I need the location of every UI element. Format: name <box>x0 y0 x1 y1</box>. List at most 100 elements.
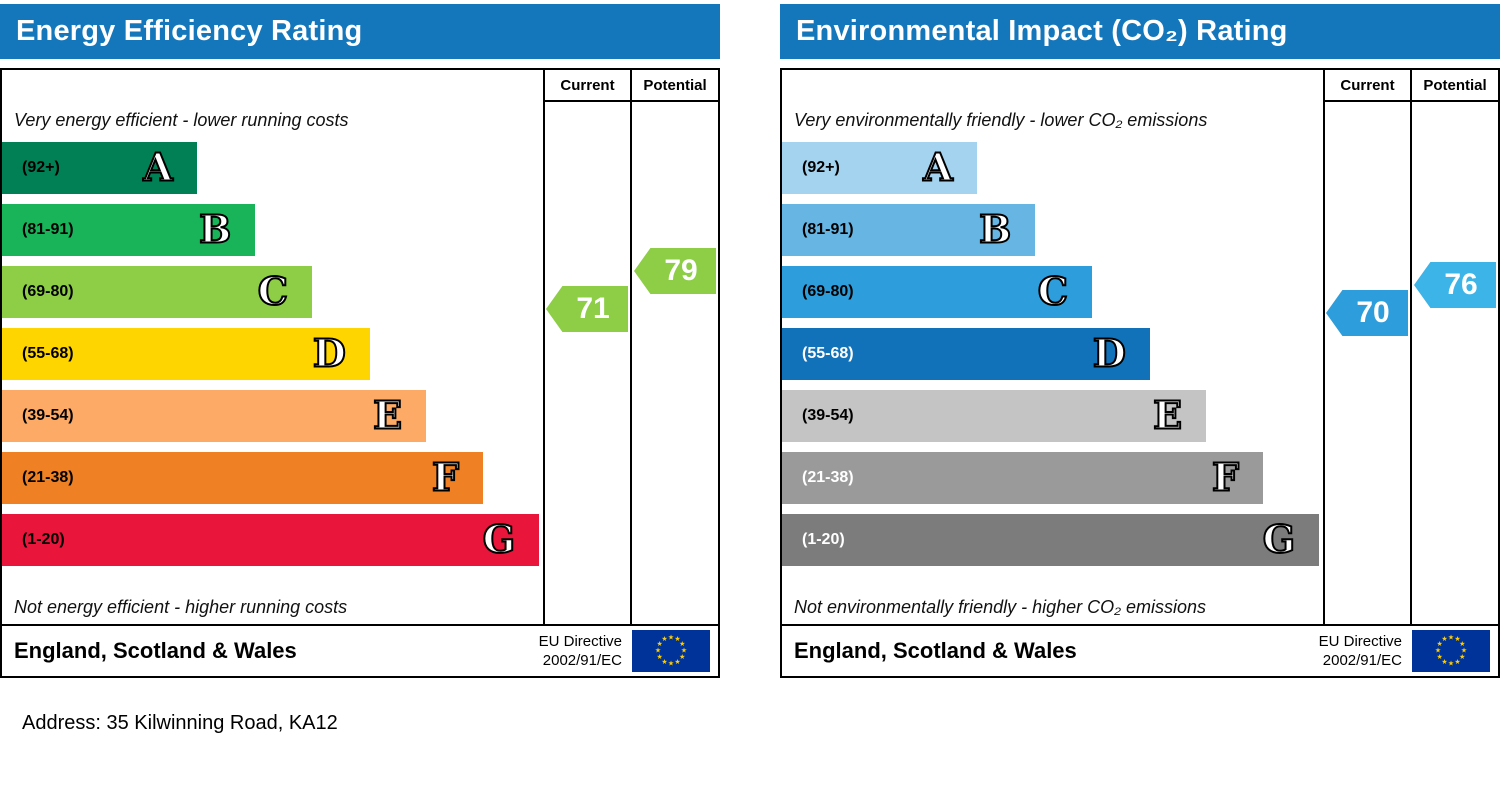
eu-directive-label: EU Directive 2002/91/EC <box>538 632 622 670</box>
rating-band-A: (92+) A <box>782 142 977 194</box>
region-label: England, Scotland & Wales <box>14 638 297 663</box>
svg-text:★: ★ <box>1441 658 1447 666</box>
eu-directive-label: EU Directive 2002/91/EC <box>1318 632 1402 670</box>
band-range-label: (39-54) <box>802 407 854 424</box>
band-range-label: (81-91) <box>22 221 74 238</box>
chart-footer: England, Scotland & Wales EU Directive 2… <box>782 624 1498 676</box>
current-column-header: Current <box>1325 70 1410 102</box>
band-range-label: (92+) <box>802 159 840 176</box>
svg-text:★: ★ <box>679 653 685 661</box>
band-range-label: (1-20) <box>22 531 65 548</box>
current-rating-arrow: 71 <box>546 286 628 332</box>
rating-bands: (92+) A (81-91) B (69-80) C (55-68) D (39-54) E (2… <box>782 142 1323 576</box>
bottom-caption: Not energy efficient - higher running co… <box>14 597 348 617</box>
potential-column-header: Potential <box>632 70 718 102</box>
rating-band-E: (39-54) E <box>2 390 427 442</box>
band-letter: G <box>482 516 516 563</box>
current-column-divider <box>1323 70 1325 624</box>
band-letter: B <box>978 206 1012 253</box>
chart-table: Current Potential Very environmentally f… <box>780 68 1500 678</box>
band-range-label: (21-38) <box>802 469 854 486</box>
svg-text:★: ★ <box>668 634 674 642</box>
band-range-label: (92+) <box>22 159 60 176</box>
svg-text:★: ★ <box>668 660 674 668</box>
current-column-header: Current <box>545 70 630 102</box>
band-range-label: (69-80) <box>802 283 854 300</box>
svg-text:★: ★ <box>1441 635 1447 643</box>
svg-text:★: ★ <box>1461 647 1467 655</box>
svg-text:★: ★ <box>1448 660 1454 668</box>
rating-band-C: (69-80) C <box>782 266 1092 318</box>
svg-text:★: ★ <box>1435 647 1441 655</box>
chart-title: Energy Efficiency Rating <box>16 15 363 47</box>
band-range-label: (39-54) <box>22 407 74 424</box>
band-letter: G <box>1262 516 1296 563</box>
epc-chart-energy-efficiency: Energy Efficiency Rating Current Potenti… <box>0 4 720 678</box>
eu-flag-icon: ★ ★★★★★★★★★★★ <box>1412 630 1490 672</box>
chart-footer: England, Scotland & Wales EU Directive 2… <box>2 624 718 676</box>
top-caption: Very energy efficient - lower running co… <box>14 110 349 130</box>
rating-band-A: (92+) A <box>2 142 197 194</box>
potential-column-divider <box>1410 70 1412 624</box>
band-letter: B <box>198 206 232 253</box>
svg-text:★: ★ <box>661 635 667 643</box>
svg-text:★: ★ <box>679 640 685 648</box>
rating-band-F: (21-38) F <box>782 452 1263 504</box>
rating-band-D: (55-68) D <box>2 328 370 380</box>
top-caption: Very environmentally friendly - lower CO… <box>794 110 1208 130</box>
band-range-label: (21-38) <box>22 469 74 486</box>
band-letter: C <box>257 268 289 315</box>
potential-column-header: Potential <box>1412 70 1498 102</box>
band-letter: D <box>312 330 347 377</box>
chart-title: Environmental Impact (CO₂) Rating <box>796 15 1288 47</box>
rating-band-D: (55-68) D <box>782 328 1150 380</box>
band-letter: A <box>142 144 174 191</box>
potential-column-divider <box>630 70 632 624</box>
rating-band-G: (1-20) G <box>782 514 1320 566</box>
rating-band-G: (1-20) G <box>2 514 540 566</box>
band-range-label: (81-91) <box>802 221 854 238</box>
svg-text:★: ★ <box>674 635 680 643</box>
address-line: Address: 35 Kilwinning Road, KA12 <box>22 712 338 734</box>
svg-text:★: ★ <box>1459 640 1465 648</box>
current-rating-arrow: 70 <box>1326 290 1408 336</box>
band-letter: A <box>922 144 954 191</box>
svg-text:★: ★ <box>681 647 687 655</box>
band-letter: E <box>1152 392 1183 439</box>
chart-title-bar: Environmental Impact (CO₂) Rating <box>780 4 1500 59</box>
svg-text:★: ★ <box>1437 640 1443 648</box>
rating-band-E: (39-54) E <box>782 390 1207 442</box>
svg-text:★: ★ <box>1459 653 1465 661</box>
bottom-caption: Not environmentally friendly - higher CO… <box>794 597 1207 617</box>
region-label: England, Scotland & Wales <box>794 638 1077 663</box>
eu-flag-icon: ★ ★★★★★★★★★★★ <box>632 630 710 672</box>
rating-band-C: (69-80) C <box>2 266 312 318</box>
svg-text:★: ★ <box>1454 658 1460 666</box>
rating-band-B: (81-91) B <box>2 204 256 256</box>
rating-band-B: (81-91) B <box>782 204 1036 256</box>
potential-rating-arrow: 79 <box>634 248 716 294</box>
epc-chart-environmental-impact: Environmental Impact (CO₂) Rating Curren… <box>780 4 1500 678</box>
band-range-label: (55-68) <box>802 345 854 362</box>
rating-band-F: (21-38) F <box>2 452 483 504</box>
chart-title-bar: Energy Efficiency Rating <box>0 4 720 59</box>
band-letter: C <box>1037 268 1069 315</box>
current-column-divider <box>543 70 545 624</box>
band-range-label: (55-68) <box>22 345 74 362</box>
charts-row: Energy Efficiency Rating Current Potenti… <box>0 4 1500 678</box>
rating-bands: (92+) A (81-91) B (69-80) C (55-68) D (39-54) E (2… <box>2 142 543 576</box>
band-letter: D <box>1092 330 1127 377</box>
svg-text:★: ★ <box>661 658 667 666</box>
svg-text:★: ★ <box>674 658 680 666</box>
band-range-label: (69-80) <box>22 283 74 300</box>
svg-text:★: ★ <box>1437 653 1443 661</box>
svg-text:★: ★ <box>1448 634 1454 642</box>
band-range-label: (1-20) <box>802 531 845 548</box>
svg-text:★: ★ <box>657 653 663 661</box>
svg-text:★: ★ <box>1454 635 1460 643</box>
potential-rating-arrow: 76 <box>1414 262 1496 308</box>
svg-text:★: ★ <box>655 647 661 655</box>
svg-text:★: ★ <box>657 640 663 648</box>
band-letter: F <box>431 454 460 501</box>
